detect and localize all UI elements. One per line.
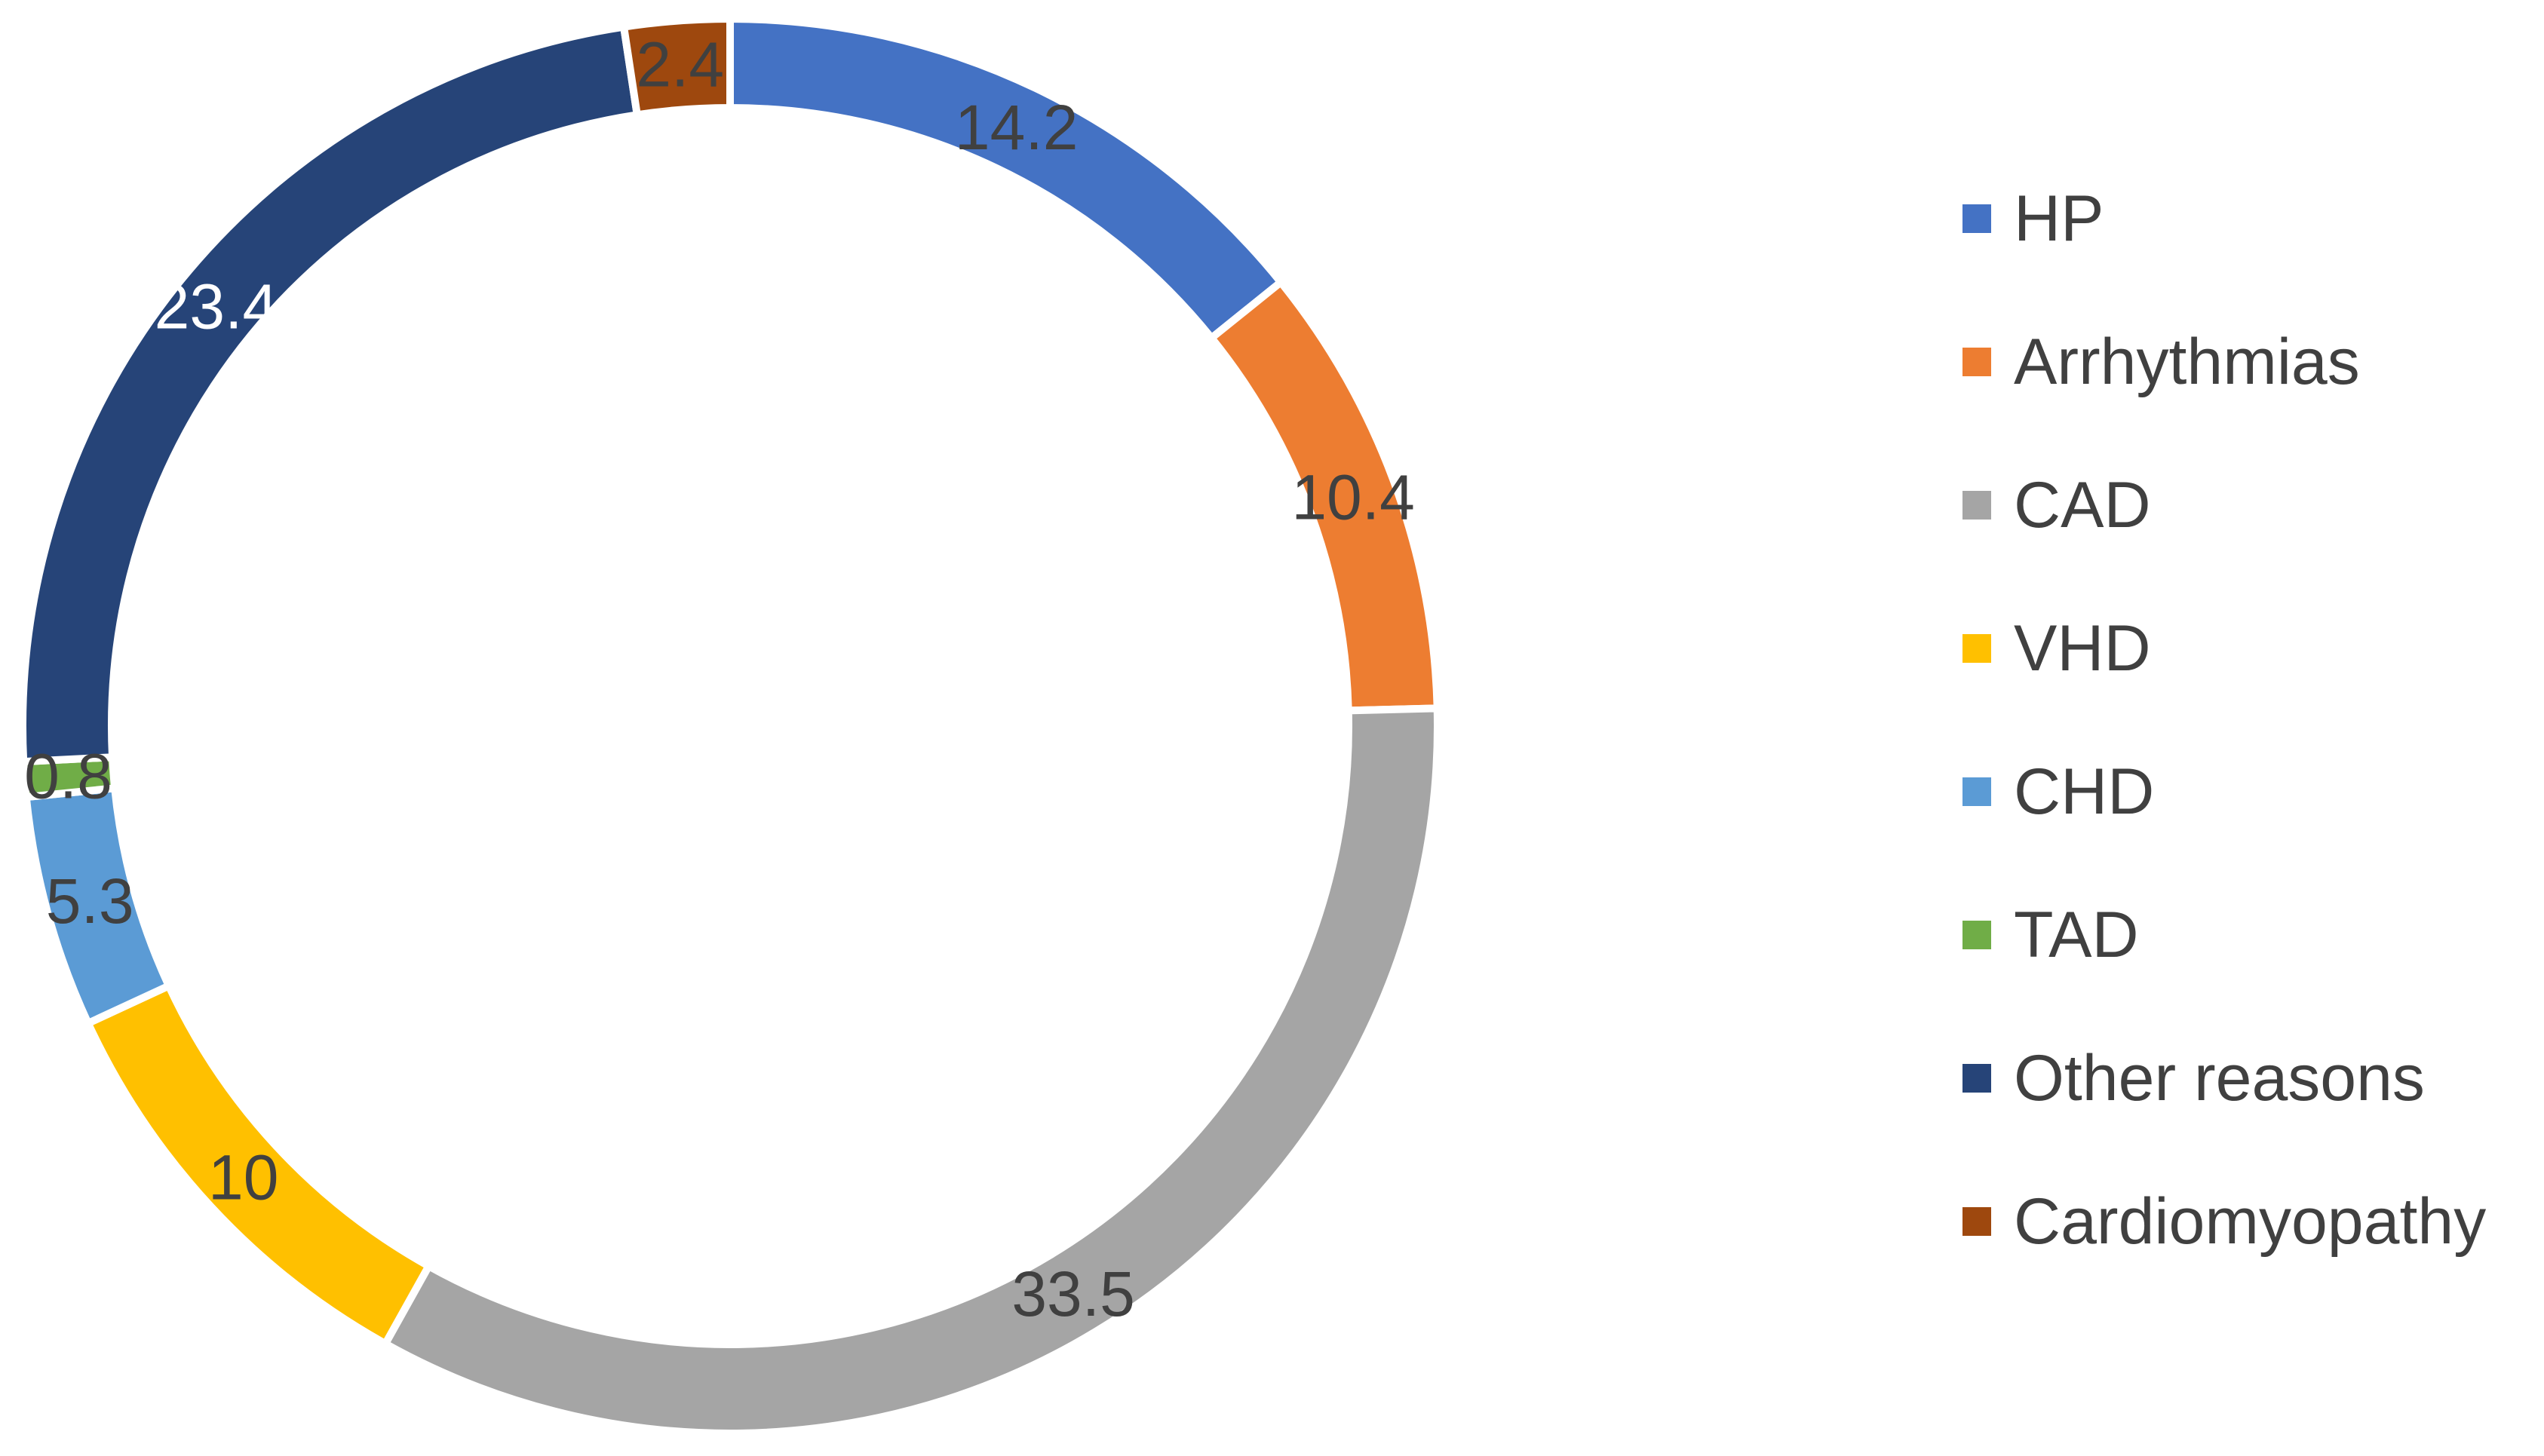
legend-swatch-vhd — [1962, 634, 1991, 663]
slice-hp — [726, 14, 1287, 344]
legend-item-tad: TAD — [1962, 899, 2139, 971]
slice-cardiomyopathy — [619, 14, 734, 120]
legend-item-cad: CAD — [1962, 469, 2151, 541]
data-label-other-reasons: 23.4 — [155, 271, 278, 342]
legend: HP Arrhythmias CAD VHD CHD TAD Other reasons Ca… — [1962, 182, 2486, 1258]
legend-swatch-tad — [1962, 921, 1991, 949]
legend-swatch-arrhythmias — [1962, 348, 1991, 376]
data-label-cardiomyopathy: 2.4 — [636, 29, 724, 100]
legend-item-other-reasons: Other reasons — [1962, 1042, 2425, 1114]
legend-item-vhd: VHD — [1962, 612, 2151, 685]
legend-label-hp: HP — [2014, 182, 2104, 255]
donut-slices — [19, 14, 1441, 1437]
data-label-hp: 14.2 — [955, 92, 1079, 163]
data-label-vhd: 10 — [208, 1142, 278, 1212]
legend-item-cardiomyopathy: Cardiomyopathy — [1962, 1185, 2486, 1258]
legend-label-cardiomyopathy: Cardiomyopathy — [2014, 1185, 2486, 1258]
slice-other-reasons — [19, 22, 642, 766]
legend-swatch-chd — [1962, 777, 1991, 806]
legend-item-hp: HP — [1962, 182, 2104, 255]
legend-item-chd: CHD — [1962, 756, 2154, 828]
data-label-cad: 33.5 — [1011, 1258, 1135, 1329]
legend-label-other-reasons: Other reasons — [2014, 1042, 2425, 1114]
legend-item-arrhythmias: Arrhythmias — [1962, 326, 2360, 398]
slice-cad — [380, 704, 1441, 1437]
legend-label-cad: CAD — [2014, 469, 2151, 541]
data-label-tad: 0.8 — [24, 740, 112, 811]
legend-label-vhd: VHD — [2014, 612, 2151, 685]
legend-swatch-cad — [1962, 491, 1991, 520]
legend-swatch-other-reasons — [1962, 1064, 1991, 1093]
data-labels: 14.2 10.4 33.5 10 5.3 0.8 23.4 2.4 — [24, 29, 1415, 1330]
legend-label-chd: CHD — [2014, 756, 2154, 828]
data-label-arrhythmias: 10.4 — [1291, 462, 1415, 533]
legend-swatch-hp — [1962, 204, 1991, 233]
legend-label-arrhythmias: Arrhythmias — [2014, 326, 2360, 398]
data-label-chd: 5.3 — [46, 866, 134, 936]
legend-label-tad: TAD — [2014, 899, 2139, 971]
legend-swatch-cardiomyopathy — [1962, 1207, 1991, 1236]
